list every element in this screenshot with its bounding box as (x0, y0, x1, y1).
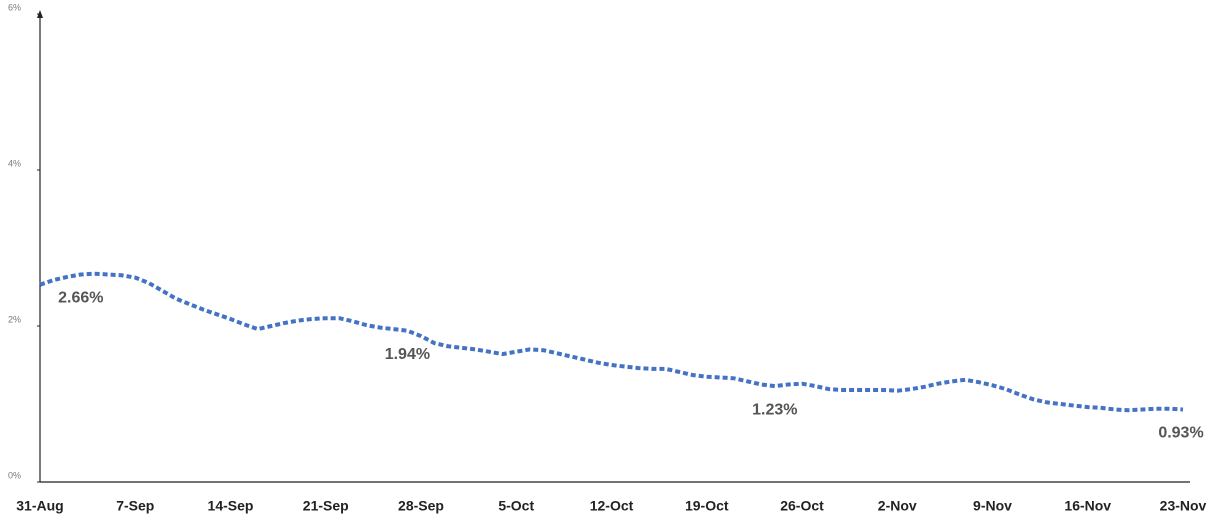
series-line (39, 271, 1184, 413)
value-label: 1.23% (752, 401, 797, 418)
y-tick-label: 2% (8, 314, 21, 324)
x-tick-label: 16-Nov (1064, 498, 1111, 514)
x-tick-label: 21-Sep (303, 498, 349, 514)
x-tick-label: 28-Sep (398, 498, 444, 514)
y-tick-label: 6% (8, 2, 21, 12)
x-tick-label: 26-Oct (780, 498, 824, 514)
x-tick-label: 14-Sep (208, 498, 254, 514)
x-tick-label: 12-Oct (590, 498, 634, 514)
value-label: 0.93% (1158, 425, 1203, 442)
x-tick-label: 31-Aug (16, 498, 63, 514)
x-tick-label: 2-Nov (878, 498, 917, 514)
value-label: 1.94% (385, 346, 430, 363)
y-tick-label: 4% (8, 158, 21, 168)
value-label: 2.66% (58, 290, 103, 307)
x-tick-label: 23-Nov (1160, 498, 1207, 514)
x-tick-label: 7-Sep (116, 498, 154, 514)
x-tick-label: 19-Oct (685, 498, 729, 514)
x-tick-label: 9-Nov (973, 498, 1012, 514)
y-tick-label: 0% (8, 470, 21, 480)
x-tick-label: 5-Oct (498, 498, 534, 514)
